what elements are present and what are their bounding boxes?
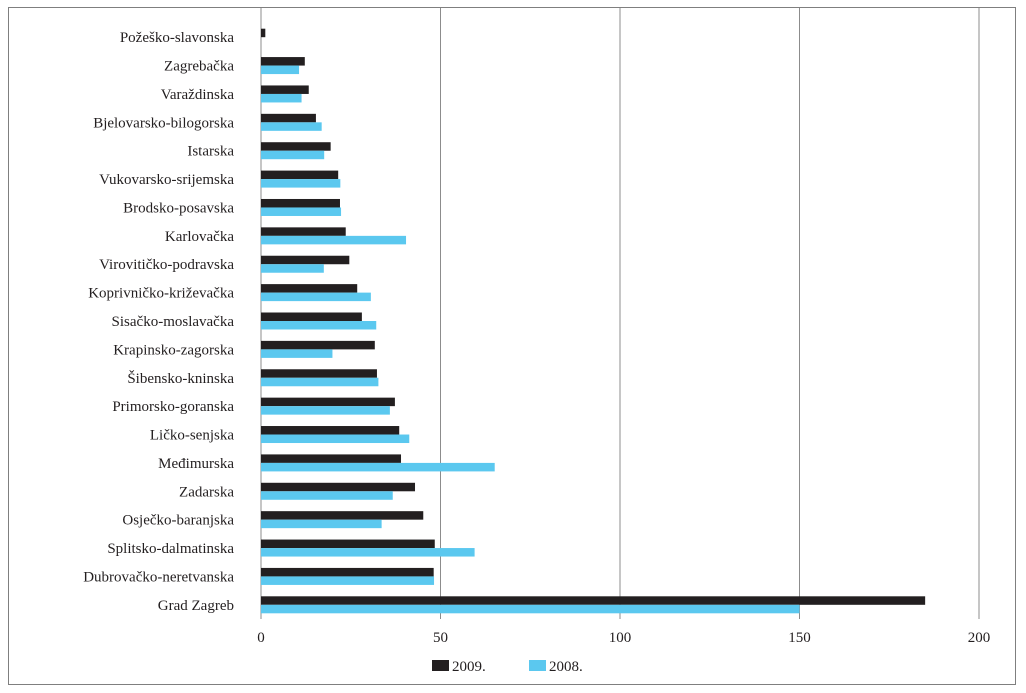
bar-2008-13	[261, 406, 390, 415]
category-label: Virovitičko-podravska	[99, 257, 234, 273]
category-label: Bjelovarsko-bilogorska	[93, 115, 234, 131]
bar-2008-17	[261, 519, 382, 529]
x-tick-label: 50	[433, 630, 448, 646]
bar-2008-2	[261, 93, 302, 103]
bar-2009-10	[261, 312, 362, 321]
bar-2008-6	[261, 207, 342, 216]
category-label: Vukovarsko-srijemska	[99, 172, 234, 188]
bar-2009-6	[261, 198, 340, 208]
bar-2008-7	[261, 235, 407, 245]
bar-2009-0	[261, 28, 266, 38]
bar-2009-7	[261, 227, 346, 236]
chart-frame: Požeško-slavonska Zagrebačka Varaždinska Bj…	[8, 7, 1016, 685]
bar-2008-12	[261, 377, 379, 387]
category-label: Brodsko-posavska	[123, 200, 234, 216]
bar-2008-1	[261, 65, 300, 75]
category-label: Istarska	[187, 144, 234, 160]
legend-swatch-2008	[529, 660, 546, 671]
bar-2009-1	[261, 57, 305, 66]
category-label: Međimurska	[158, 456, 234, 472]
bar-2008-9	[261, 292, 371, 302]
x-tick-label: 200	[968, 630, 991, 646]
bar-2008-20	[261, 604, 800, 614]
bar-2009-11	[261, 340, 375, 350]
category-label: Dubrovačko-neretvanska	[83, 569, 234, 585]
bar-2008-14	[261, 434, 410, 444]
bar-2008-8	[261, 264, 324, 273]
bar-2009-17	[261, 511, 424, 520]
x-tick-label: 150	[788, 630, 811, 646]
bar-2009-8	[261, 255, 350, 265]
bar-chart: Požeško-slavonska Zagrebačka Varaždinska Bj…	[83, 8, 990, 675]
bar-2009-19	[261, 567, 434, 577]
x-tick-labels: 0 50 100 150 200	[257, 630, 990, 646]
category-label: Varaždinska	[161, 87, 235, 103]
bar-2008-3	[261, 122, 322, 131]
x-tick-label: 100	[609, 630, 632, 646]
bar-2009-18	[261, 539, 435, 549]
category-label: Koprivničko-križevačka	[88, 286, 234, 302]
bar-2008-11	[261, 349, 333, 358]
legend-label-2009: 2009.	[452, 659, 486, 675]
legend-label-2008: 2008.	[549, 659, 583, 675]
category-label: Osječko-baranjska	[122, 513, 234, 529]
bar-2009-15	[261, 454, 402, 463]
category-label: Grad Zagreb	[158, 598, 234, 614]
category-label: Splitsko-dalmatinska	[107, 541, 234, 557]
bar-2009-2	[261, 85, 309, 94]
category-label: Krapinsko-zagorska	[113, 342, 234, 358]
category-label: Sisačko-moslavačka	[112, 314, 235, 330]
x-tick-label: 0	[257, 630, 265, 646]
legend-swatch-2009	[432, 660, 449, 671]
category-label: Ličko-senjska	[150, 428, 234, 444]
bars	[261, 28, 926, 614]
bar-2009-14	[261, 426, 400, 435]
bar-2009-13	[261, 397, 395, 407]
bar-2008-5	[261, 179, 341, 188]
bar-2009-5	[261, 170, 339, 180]
bar-2009-20	[261, 596, 926, 605]
category-label: Zadarska	[179, 484, 234, 500]
bar-2009-4	[261, 142, 331, 151]
bar-2008-15	[261, 462, 495, 472]
bar-2009-3	[261, 113, 316, 123]
bar-2008-4	[261, 150, 325, 160]
category-label: Primorsko-goranska	[112, 399, 234, 415]
category-label: Karlovačka	[165, 229, 234, 245]
category-label: Požeško-slavonska	[120, 30, 234, 46]
category-label: Zagrebačka	[164, 59, 234, 75]
bar-2008-10	[261, 321, 377, 330]
bar-2009-12	[261, 369, 377, 378]
bar-2008-19	[261, 576, 435, 585]
bar-2008-18	[261, 548, 475, 557]
bar-2009-16	[261, 482, 416, 492]
category-labels: Požeško-slavonska Zagrebačka Varaždinska Bj…	[83, 30, 234, 614]
bar-2009-9	[261, 284, 358, 293]
bar-2008-16	[261, 491, 393, 500]
category-label: Šibensko-kninska	[127, 370, 234, 387]
legend: 2009. 2008.	[432, 659, 583, 675]
